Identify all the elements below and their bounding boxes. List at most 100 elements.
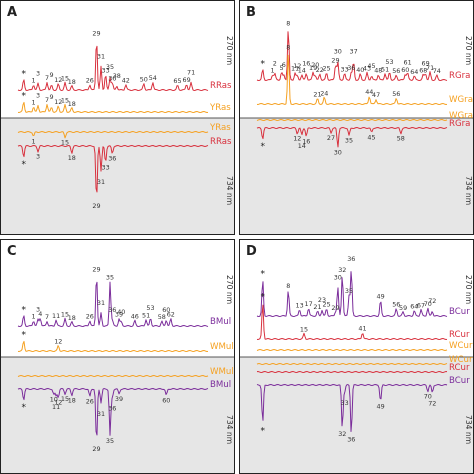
panel-letter: D bbox=[246, 244, 257, 259]
peak-star: * bbox=[21, 92, 26, 102]
trace-rgra-bottom bbox=[256, 127, 448, 148]
peak-label: 26 bbox=[86, 398, 94, 406]
peak-label: 3 bbox=[36, 305, 40, 313]
peak-label: 35 bbox=[345, 137, 353, 145]
peak-label: 70 bbox=[424, 300, 432, 308]
peak-label: 7 bbox=[45, 313, 49, 321]
wavelength-bottom-label: 734 nm bbox=[225, 176, 234, 205]
peak-label: 60 bbox=[162, 396, 170, 404]
peak-label: 21 bbox=[313, 91, 321, 99]
peak-label: 15 bbox=[61, 311, 69, 319]
peak-label: 5 bbox=[279, 64, 283, 72]
peak-label: 60 bbox=[401, 66, 409, 74]
peak-star: * bbox=[260, 427, 265, 437]
peak-label: 36 bbox=[108, 155, 116, 163]
peak-label: 24 bbox=[320, 89, 328, 97]
peak-label: 15 bbox=[300, 326, 308, 334]
trace-wgra-bottom bbox=[256, 119, 448, 121]
peak-label: 51 bbox=[381, 65, 389, 73]
series-label-rgra: RGra bbox=[449, 71, 470, 81]
peak-label: 36 bbox=[347, 64, 355, 72]
peak-label: 64 bbox=[410, 303, 418, 311]
peak-label: 47 bbox=[372, 91, 380, 99]
peak-label: 56 bbox=[392, 301, 400, 309]
peak-label: 17 bbox=[305, 300, 313, 308]
peak-label: 72 bbox=[428, 400, 436, 408]
series-label-wmul: WMul bbox=[210, 367, 234, 377]
peak-label: 71 bbox=[187, 69, 195, 77]
peak-star: * bbox=[21, 331, 26, 341]
peak-label: 48 bbox=[374, 67, 382, 75]
series-label-rgra: RGra bbox=[449, 119, 470, 129]
series-label-wgra: WGra bbox=[449, 111, 473, 121]
trace-rras-top bbox=[17, 45, 209, 91]
peak-star: * bbox=[21, 306, 26, 316]
peak-label: 12 bbox=[54, 398, 62, 406]
peak-label: 8 bbox=[286, 282, 290, 290]
peak-label: 11 bbox=[52, 403, 60, 411]
peak-label: 26 bbox=[86, 313, 94, 321]
peak-label: 29 bbox=[92, 266, 100, 274]
peak-label: 40 bbox=[117, 308, 125, 316]
wavelength-top-label: 270 nm bbox=[464, 275, 473, 304]
peak-label: 72 bbox=[428, 297, 436, 305]
peak-label: 74 bbox=[433, 67, 441, 75]
peak-label: 2 bbox=[273, 59, 277, 67]
peak-label: 18 bbox=[68, 100, 76, 108]
peak-label: 23 bbox=[318, 296, 326, 304]
peak-label: 36 bbox=[108, 306, 116, 314]
peak-label: 30 bbox=[334, 48, 342, 56]
peak-label: 65 bbox=[173, 77, 181, 85]
peak-label: 70 bbox=[424, 392, 432, 400]
peak-label: 3 bbox=[36, 153, 40, 161]
peak-label: 64 bbox=[410, 68, 418, 76]
series-label-rcur: RCur bbox=[449, 330, 470, 340]
peak-label: 12 bbox=[54, 338, 62, 346]
bottom-shade bbox=[0, 357, 235, 474]
peak-label: 33 bbox=[341, 65, 349, 73]
peak-label: 51 bbox=[142, 311, 150, 319]
peak-label: 61 bbox=[404, 59, 412, 67]
trace-bcur-bottom bbox=[256, 384, 448, 432]
peak-label: 53 bbox=[385, 58, 393, 66]
peak-label: 50 bbox=[140, 75, 148, 83]
peak-label: 11 bbox=[52, 312, 60, 320]
peak-label: 14 bbox=[298, 142, 306, 150]
peak-label: 29 bbox=[92, 445, 100, 453]
panel-letter: A bbox=[7, 5, 17, 20]
series-label-bmul: BMul bbox=[210, 380, 231, 390]
peak-label: 35 bbox=[106, 63, 114, 71]
peak-label: 69 bbox=[422, 59, 430, 67]
peak-label: 60 bbox=[162, 306, 170, 314]
peak-label: 53 bbox=[146, 304, 154, 312]
trace-rgra-top bbox=[256, 31, 448, 81]
peak-label: 19 bbox=[309, 64, 317, 72]
wavelength-top-label: 270 nm bbox=[225, 36, 234, 65]
peak-label: 71 bbox=[426, 64, 434, 72]
series-label-rras: RRas bbox=[210, 137, 232, 147]
peak-label: 29 bbox=[331, 304, 339, 312]
trace-wmul-bottom bbox=[17, 375, 209, 377]
peak-label: 59 bbox=[399, 304, 407, 312]
peak-star: * bbox=[21, 403, 26, 413]
peak-label: 44 bbox=[365, 88, 373, 96]
peak-label: 33 bbox=[341, 399, 349, 407]
peak-label: 35 bbox=[345, 287, 353, 295]
peak-label: 39 bbox=[115, 395, 123, 403]
wavelength-bottom-label: 734 nm bbox=[464, 415, 473, 444]
peak-label: 11 bbox=[291, 65, 299, 73]
peak-star: * bbox=[260, 292, 265, 302]
peak-label: 18 bbox=[68, 396, 76, 404]
panel-frame bbox=[0, 0, 235, 235]
peak-label: 7 bbox=[45, 96, 49, 104]
trace-bmul-bottom bbox=[17, 388, 209, 436]
peak-label: 6 bbox=[282, 61, 286, 69]
peak-label: 25 bbox=[323, 65, 331, 73]
trace-wcur-top bbox=[256, 349, 448, 351]
series-label-rras: RRas bbox=[210, 81, 232, 91]
peak-label: 16 bbox=[302, 59, 310, 67]
peak-label: 12 bbox=[293, 135, 301, 143]
peak-label: 8 bbox=[286, 20, 290, 28]
